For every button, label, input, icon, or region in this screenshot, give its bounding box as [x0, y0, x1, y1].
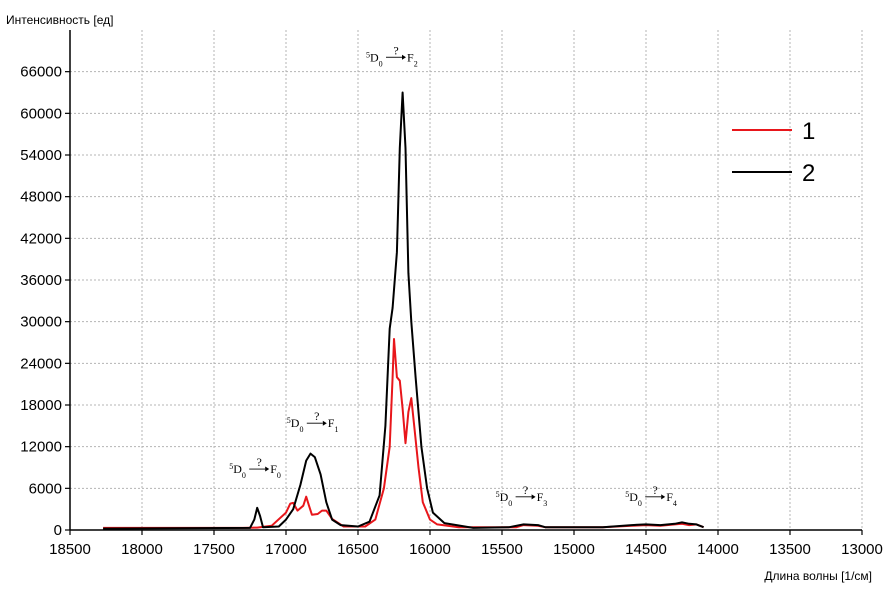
svg-text:5D0: 5D0: [366, 50, 383, 68]
svg-text:F0: F0: [270, 462, 281, 480]
x-tick-label: 13500: [769, 541, 811, 558]
legend-label-2: 2: [802, 160, 815, 187]
svg-text:F3: F3: [537, 490, 548, 508]
y-tick-label: 36000: [20, 272, 62, 289]
x-tick-label: 16500: [337, 541, 379, 558]
y-ticks: 0 6000 12000 18000 24000 30000 36000 42000 48000…: [20, 64, 70, 539]
x-axis-title: Длина волны [1/см]: [764, 569, 872, 583]
svg-text:5D0: 5D0: [287, 416, 304, 434]
annotations: 5D0? F0 5D0? F1 5D0? F2 5D0? F3 5D0? F4: [229, 43, 677, 507]
transition-label: 5D0? F2: [366, 43, 418, 68]
x-ticks: 18500 18000 17500 17000 16500 16000 15500 15000…: [49, 530, 883, 558]
x-tick-label: 18500: [49, 541, 91, 558]
x-tick-label: 15000: [553, 541, 595, 558]
x-tick-label: 13000: [841, 541, 883, 558]
transition-label: 5D0? F3: [496, 483, 548, 508]
svg-text:?: ?: [257, 455, 262, 469]
x-tick-label: 18000: [121, 541, 163, 558]
y-tick-label: 48000: [20, 189, 62, 206]
x-tick-label: 17500: [193, 541, 235, 558]
y-axis-title: Интенсивность [ед]: [6, 13, 113, 27]
svg-text:F2: F2: [407, 50, 418, 68]
series-layer: [103, 91, 704, 530]
svg-text:?: ?: [653, 483, 658, 497]
y-tick-label: 24000: [20, 355, 62, 372]
x-tick-label: 17000: [265, 541, 307, 558]
svg-text:?: ?: [523, 483, 528, 497]
y-tick-label: 12000: [20, 439, 62, 456]
y-tick-label: 54000: [20, 147, 62, 164]
y-tick-label: 42000: [20, 230, 62, 247]
svg-text:?: ?: [393, 43, 398, 57]
x-tick-label: 14500: [625, 541, 667, 558]
transition-label: 5D0? F0: [229, 455, 281, 480]
legend-label-1: 1: [802, 118, 815, 145]
series-line-1: [103, 338, 704, 529]
y-tick-label: 30000: [20, 314, 62, 331]
svg-text:5D0: 5D0: [625, 489, 642, 507]
transition-label: 5D0? F1: [287, 409, 339, 434]
series-line-2: [103, 91, 704, 530]
x-tick-label: 16000: [409, 541, 451, 558]
x-tick-label: 14000: [697, 541, 739, 558]
y-tick-label: 0: [54, 522, 62, 539]
grid-lines: [70, 30, 863, 530]
svg-text:?: ?: [314, 409, 319, 423]
svg-text:5D0: 5D0: [229, 462, 246, 480]
y-tick-label: 18000: [20, 397, 62, 414]
x-tick-label: 15500: [481, 541, 523, 558]
y-tick-label: 60000: [20, 105, 62, 122]
svg-text:F4: F4: [666, 490, 677, 508]
svg-text:5D0: 5D0: [496, 489, 513, 507]
y-tick-label: 6000: [29, 480, 62, 497]
legend: 12: [732, 118, 815, 187]
y-tick-label: 66000: [20, 64, 62, 81]
svg-text:F1: F1: [328, 416, 339, 434]
transition-label: 5D0? F4: [625, 483, 677, 508]
